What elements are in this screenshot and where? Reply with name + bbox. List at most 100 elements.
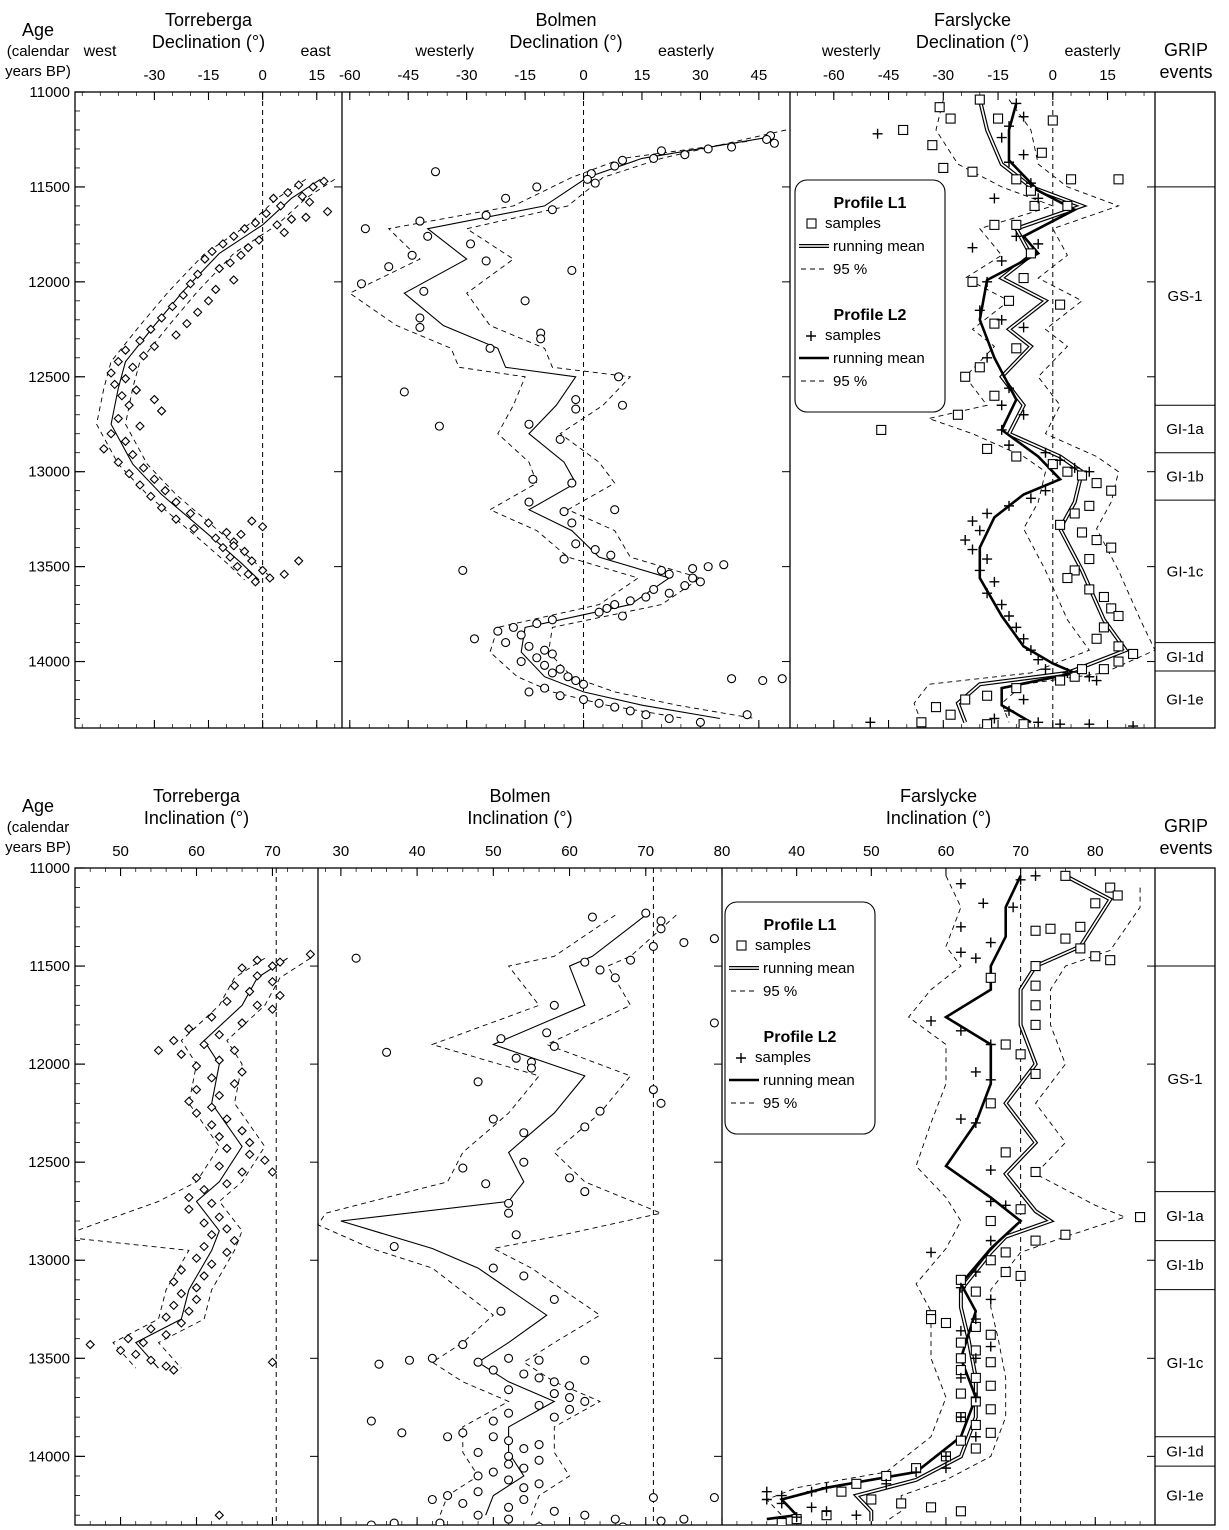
x-tick-label: 0 bbox=[579, 67, 587, 84]
sample-point bbox=[679, 1514, 689, 1524]
sample-point bbox=[473, 1447, 483, 1457]
x-tick-label: -15 bbox=[198, 67, 220, 84]
sample-point bbox=[473, 1357, 483, 1367]
sample-point bbox=[267, 976, 278, 987]
sample-point bbox=[488, 1114, 498, 1124]
sample-point bbox=[488, 1467, 498, 1477]
sample-point bbox=[985, 1255, 996, 1266]
sample-point bbox=[191, 1282, 202, 1293]
age-tick-label: 11000 bbox=[29, 84, 70, 101]
sample-point bbox=[594, 698, 604, 708]
sample-point bbox=[519, 1271, 529, 1281]
sample-point bbox=[214, 1212, 225, 1222]
sample-point bbox=[703, 562, 713, 572]
sample-point bbox=[214, 1161, 225, 1171]
x-tick-label: 50 bbox=[863, 843, 880, 860]
sample-point bbox=[283, 187, 293, 198]
sample-point bbox=[547, 615, 557, 625]
x-tick-label: 40 bbox=[409, 843, 426, 860]
sample-point bbox=[244, 1137, 255, 1148]
sample-point bbox=[214, 1055, 225, 1065]
sample-point bbox=[985, 1427, 996, 1438]
sample-point bbox=[1060, 933, 1071, 944]
sample-point bbox=[1084, 500, 1095, 511]
x-tick-label: 70 bbox=[1012, 843, 1029, 860]
sample-point bbox=[821, 1506, 832, 1517]
sample-point bbox=[254, 235, 264, 245]
sample-point bbox=[709, 934, 719, 944]
sample-point bbox=[564, 1381, 575, 1391]
sample-point bbox=[934, 102, 945, 113]
sample-point bbox=[1000, 1247, 1011, 1258]
sample-point bbox=[648, 1085, 658, 1095]
sample-point bbox=[836, 1486, 847, 1497]
direction-label-left: west bbox=[83, 43, 117, 60]
sample-point bbox=[578, 679, 589, 689]
sample-point bbox=[567, 478, 577, 488]
sample-point bbox=[85, 1339, 95, 1350]
sample-point bbox=[727, 142, 737, 152]
grip-event-label: GI-1c bbox=[1167, 1355, 1204, 1372]
sample-point bbox=[1128, 721, 1139, 728]
sample-point bbox=[106, 368, 116, 378]
sample-point bbox=[501, 638, 511, 648]
sample-point bbox=[99, 444, 109, 454]
grip-event-label: GI-1c bbox=[1167, 563, 1204, 580]
sample-point bbox=[1033, 193, 1044, 204]
legend-square-marker bbox=[736, 940, 747, 951]
sample-point bbox=[192, 307, 203, 318]
sample-point bbox=[1011, 622, 1022, 633]
sample-point bbox=[534, 1355, 544, 1365]
sample-point bbox=[275, 990, 285, 1001]
sample-point bbox=[120, 345, 131, 355]
sample-point bbox=[419, 286, 429, 296]
sample-point bbox=[526, 1063, 536, 1073]
sample-point bbox=[989, 193, 1000, 204]
sample-point bbox=[974, 94, 985, 105]
sample-point bbox=[534, 1373, 544, 1383]
sample-point bbox=[761, 1486, 772, 1497]
legend-ci: 95 % bbox=[833, 261, 867, 278]
sample-point bbox=[168, 1300, 179, 1311]
legend-title: Profile L2 bbox=[834, 307, 907, 324]
sample-point bbox=[214, 263, 225, 274]
sample-point bbox=[399, 387, 409, 397]
sample-point bbox=[1045, 923, 1056, 934]
sample-point bbox=[252, 955, 263, 965]
sample-point bbox=[374, 1359, 384, 1369]
sample-point bbox=[473, 1471, 483, 1481]
sample-point bbox=[1098, 664, 1109, 675]
sample-point bbox=[1018, 694, 1029, 705]
sample-point bbox=[970, 1066, 981, 1077]
sample-point bbox=[967, 242, 978, 253]
sample-point bbox=[982, 690, 993, 701]
sample-point bbox=[580, 1122, 590, 1132]
sample-point bbox=[192, 269, 203, 280]
sample-point bbox=[974, 565, 985, 576]
sample-point bbox=[305, 949, 316, 960]
age-axis-label: Age bbox=[22, 796, 54, 816]
grip-label: GRIP bbox=[1164, 816, 1208, 836]
sample-point bbox=[996, 314, 1007, 325]
sample-point bbox=[955, 1372, 966, 1383]
panel-title: Torreberga bbox=[153, 786, 241, 806]
sample-point bbox=[168, 1365, 179, 1375]
sample-point bbox=[1113, 656, 1124, 667]
sample-point bbox=[555, 664, 565, 674]
sample-point bbox=[989, 713, 1000, 724]
sample-point bbox=[397, 1428, 407, 1438]
sample-point bbox=[120, 436, 131, 447]
sample-point bbox=[610, 600, 620, 610]
sample-point bbox=[199, 1184, 209, 1195]
age-tick-label: 12000 bbox=[28, 274, 70, 291]
sample-point bbox=[564, 1404, 575, 1414]
sample-point bbox=[540, 660, 550, 670]
x-tick-label: 15 bbox=[634, 67, 651, 84]
sample-point bbox=[519, 1463, 529, 1473]
sample-point bbox=[265, 573, 275, 583]
sample-point bbox=[473, 1487, 483, 1497]
sample-point bbox=[945, 709, 956, 720]
sample-point bbox=[970, 1267, 981, 1278]
sample-point bbox=[239, 223, 250, 234]
